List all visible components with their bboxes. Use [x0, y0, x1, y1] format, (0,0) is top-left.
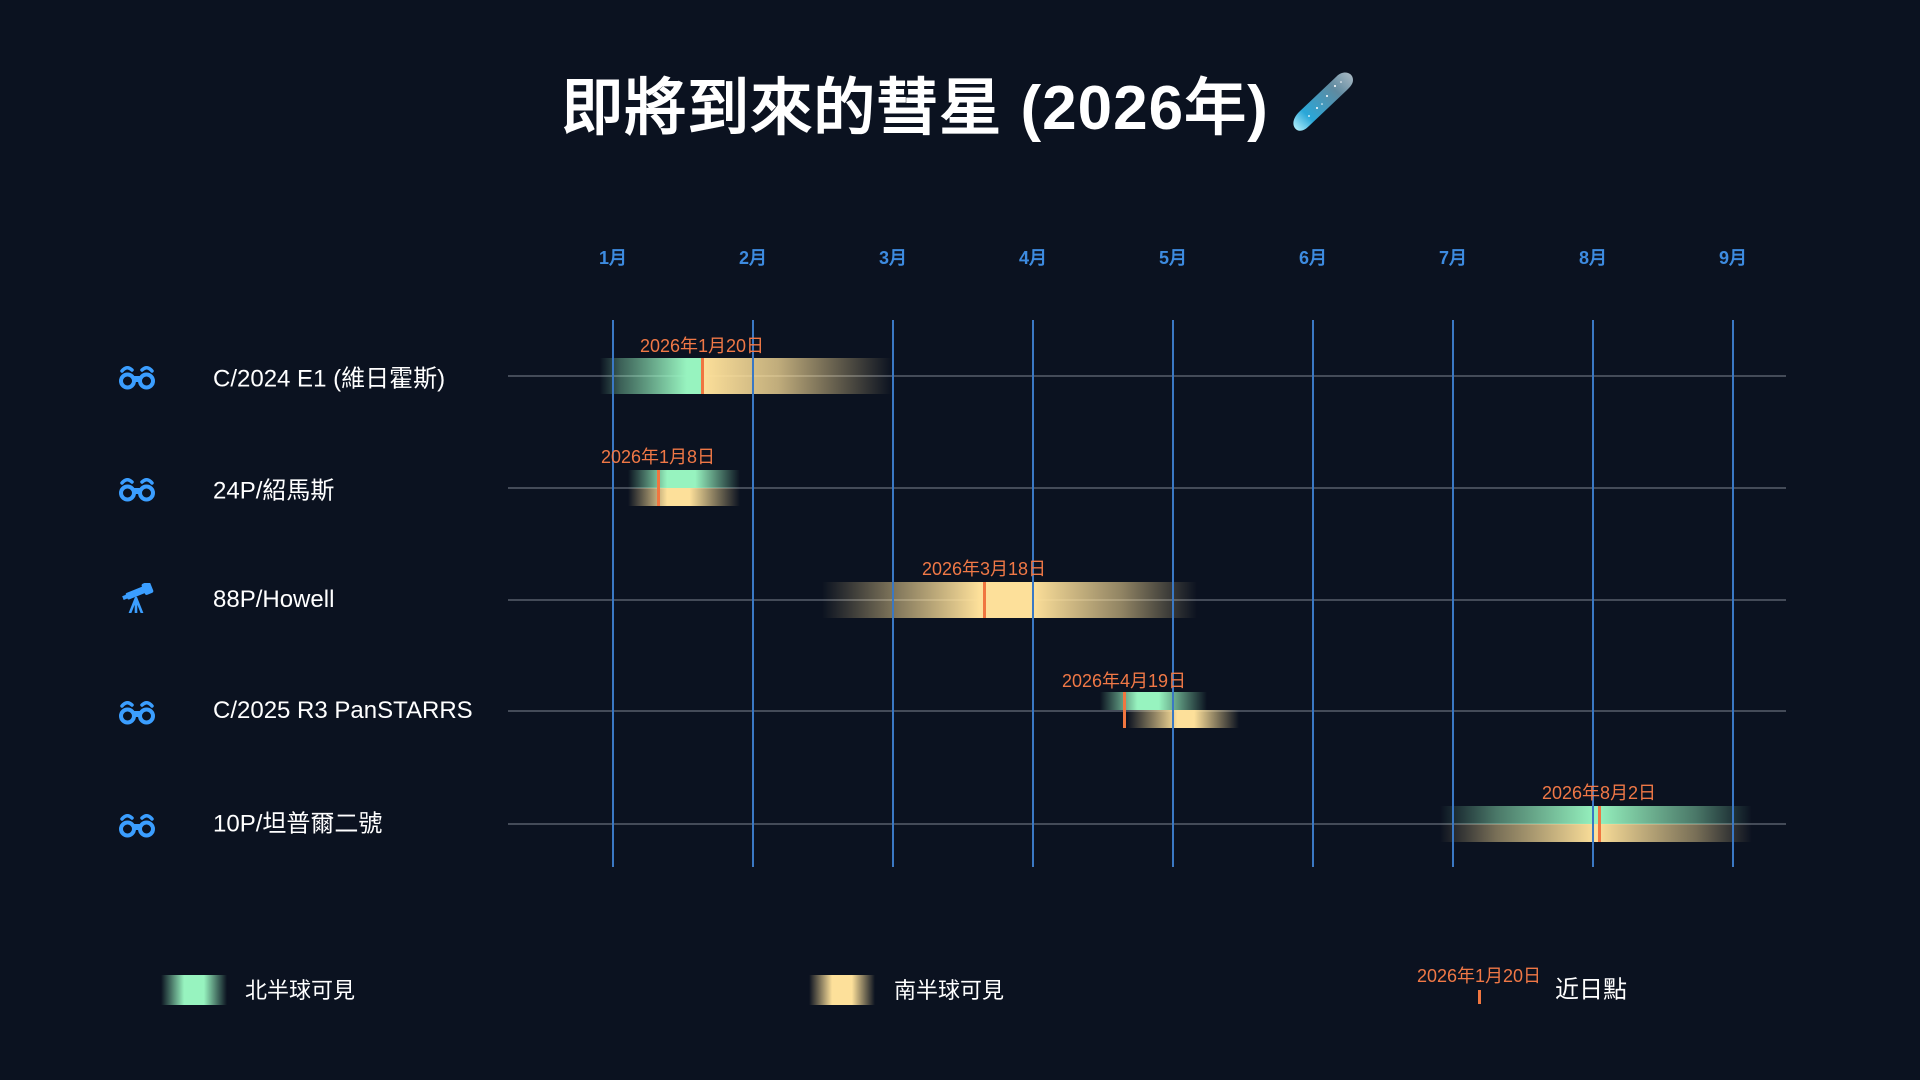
row-line	[508, 823, 1786, 825]
north-visibility-bar	[600, 358, 702, 394]
binoculars-icon	[119, 814, 155, 838]
month-label-6: 6月	[1298, 248, 1327, 268]
perihelion-marker	[656, 470, 660, 506]
comet-name: 24P/紹馬斯	[213, 477, 335, 505]
month-gridline	[1032, 320, 1034, 867]
month-label-9: 9月	[1718, 248, 1747, 268]
binoculars-icon	[119, 366, 155, 390]
month-gridline	[1452, 320, 1454, 867]
perihelion-marker	[1122, 692, 1126, 728]
comet-name: 10P/坦普爾二號	[213, 810, 383, 838]
month-label-1: 1月	[598, 248, 627, 268]
comet-icon	[1293, 72, 1353, 131]
telescope-icon	[122, 583, 154, 613]
perihelion-marker	[982, 582, 986, 618]
comet-name: C/2025 R3 PanSTARRS	[213, 697, 473, 724]
chart-title-text: 即將到來的彗星 (2026年)	[561, 74, 1269, 143]
comet-name: 88P/Howell	[213, 586, 335, 613]
month-gridline	[1172, 320, 1174, 867]
south-visibility-bar	[1440, 824, 1752, 842]
legend-north-label: 北半球可見	[245, 978, 356, 1003]
south-visibility-bar	[702, 358, 892, 394]
month-gridline	[612, 320, 614, 867]
perihelion-marker	[700, 358, 704, 394]
chart-title: 即將到來的彗星 (2026年)	[0, 62, 1920, 143]
legend-south-swatch	[809, 975, 875, 1005]
perihelion-label: 2026年1月20日	[639, 336, 765, 356]
month-gridline	[1732, 320, 1734, 867]
month-gridline	[892, 320, 894, 867]
row-line	[508, 375, 1786, 377]
perihelion-label: 2026年3月18日	[921, 559, 1047, 579]
north-visibility-bar	[1100, 692, 1207, 710]
month-label-7: 7月	[1438, 248, 1467, 268]
north-visibility-bar	[628, 470, 740, 488]
month-label-8: 8月	[1578, 248, 1607, 268]
month-gridline	[1312, 320, 1314, 867]
legend-perihelion-label: 近日點	[1555, 976, 1627, 1004]
legend-perihelion-date: 2026年1月20日	[1416, 966, 1542, 986]
month-gridline	[752, 320, 754, 867]
south-visibility-bar	[822, 582, 1197, 618]
legend-south-label: 南半球可見	[894, 978, 1005, 1003]
month-label-4: 4月	[1018, 248, 1047, 268]
perihelion-label: 2026年8月2日	[1541, 783, 1657, 803]
month-label-3: 3月	[878, 248, 907, 268]
perihelion-marker	[1597, 806, 1601, 842]
month-label-2: 2月	[738, 248, 767, 268]
south-visibility-bar	[1127, 710, 1239, 728]
north-visibility-bar	[1440, 806, 1752, 824]
legend-north-swatch	[161, 975, 227, 1005]
row-line	[508, 487, 1786, 489]
month-label-5: 5月	[1158, 248, 1187, 268]
month-gridline	[1592, 320, 1594, 867]
binoculars-icon	[119, 478, 155, 502]
legend-perihelion-marker	[1477, 990, 1481, 1004]
perihelion-label: 2026年4月19日	[1061, 671, 1187, 691]
south-visibility-bar	[628, 488, 740, 506]
perihelion-label: 2026年1月8日	[600, 447, 716, 467]
comet-name: C/2024 E1 (維日霍斯)	[213, 365, 446, 393]
binoculars-icon	[119, 701, 155, 725]
